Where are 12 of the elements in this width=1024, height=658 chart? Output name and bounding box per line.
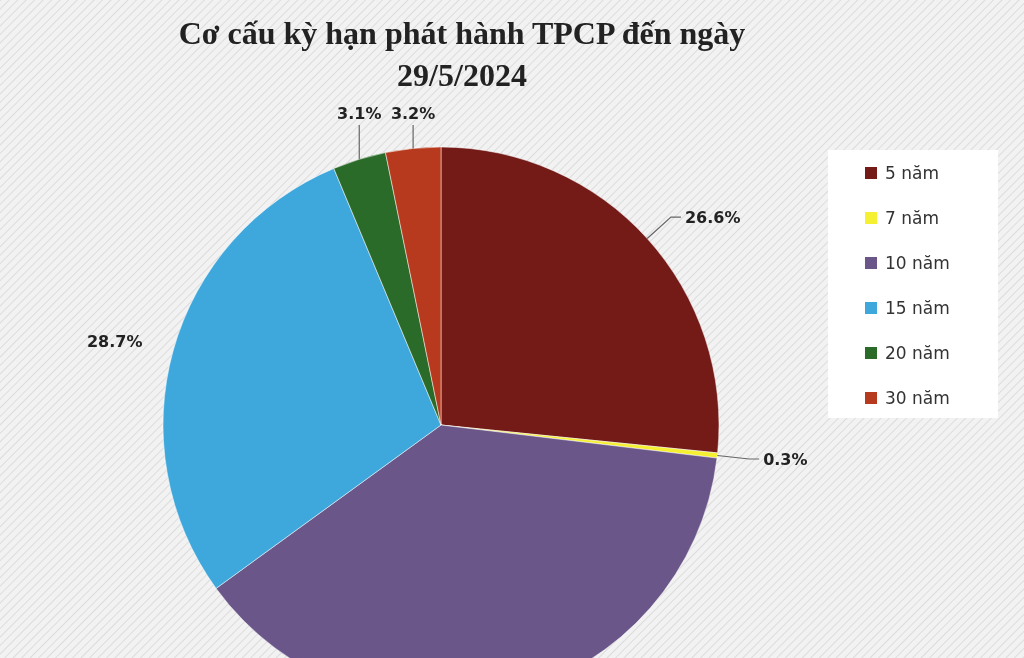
legend-label: 30 năm	[885, 388, 950, 408]
legend-label: 20 năm	[885, 343, 950, 363]
data-label: 28.7%	[86, 332, 143, 352]
legend-label: 10 năm	[885, 253, 950, 273]
legend-label: 15 năm	[885, 298, 950, 318]
data-label: 0.3%	[763, 450, 808, 470]
data-label: 3.2%	[390, 104, 436, 123]
data-label: 3.1%	[337, 104, 382, 123]
data-label: 26.6%	[684, 208, 741, 228]
legend-label: 7 năm	[885, 208, 939, 228]
legend-label: 5 năm	[885, 163, 939, 183]
chart-title: Cơ cấu kỳ hạn phát hành TPCP đến ngày 29/5/2024	[178, 15, 746, 93]
